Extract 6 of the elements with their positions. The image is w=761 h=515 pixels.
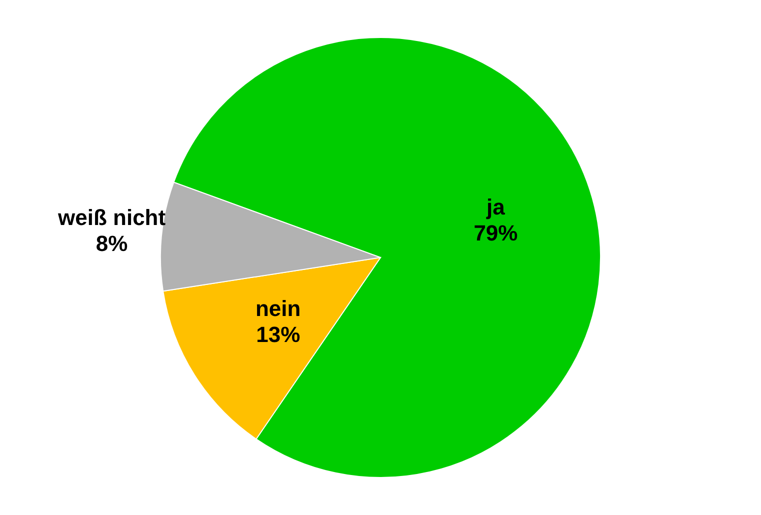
- data-label: 8%: [96, 231, 128, 256]
- data-label: 79%: [474, 220, 518, 246]
- slice-label: ja: [486, 194, 506, 220]
- slice-label: weiß nicht: [57, 205, 166, 230]
- data-label: 13%: [256, 322, 300, 347]
- slice-label: nein: [255, 296, 301, 321]
